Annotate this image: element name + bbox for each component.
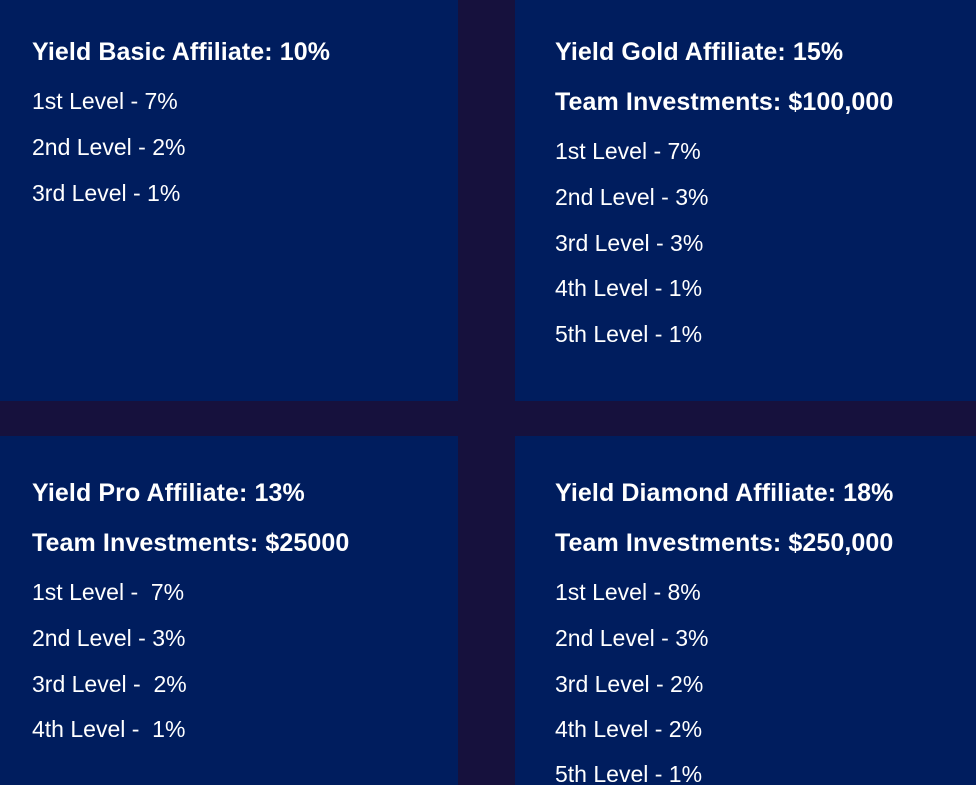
basic-affiliate-card: Yield Basic Affiliate: 10% 1st Level - 7…	[0, 0, 458, 401]
pro-level-1: 1st Level - 7%	[32, 579, 185, 605]
pro-level-3: 3rd Level - 2%	[32, 671, 187, 697]
gold-level-2: 2nd Level - 3%	[555, 184, 709, 210]
diamond-level-4: 4th Level - 2%	[555, 716, 703, 742]
gold-affiliate-title: Yield Gold Affiliate: 15%	[555, 38, 844, 66]
gold-affiliate-card: Yield Gold Affiliate: 15% Team Investmen…	[515, 0, 976, 401]
gold-level-1: 1st Level - 7%	[555, 138, 701, 164]
pro-level-2: 2nd Level - 3%	[32, 625, 186, 651]
diamond-level-3: 3rd Level - 2%	[555, 671, 704, 697]
diamond-level-2: 2nd Level - 3%	[555, 625, 709, 651]
basic-level-3: 3rd Level - 1%	[32, 180, 181, 206]
diamond-team-investments: Team Investments: $250,000	[555, 529, 894, 557]
gold-level-4: 4th Level - 1%	[555, 275, 703, 301]
pro-team-investments: Team Investments: $25000	[32, 529, 350, 557]
pro-affiliate-card: Yield Pro Affiliate: 13% Team Investment…	[0, 436, 458, 785]
diamond-level-1: 1st Level - 8%	[555, 579, 701, 605]
basic-level-2: 2nd Level - 2%	[32, 134, 186, 160]
diamond-affiliate-title: Yield Diamond Affiliate: 18%	[555, 479, 894, 507]
gold-level-3: 3rd Level - 3%	[555, 230, 704, 256]
diamond-level-5: 5th Level - 1%	[555, 761, 703, 785]
gold-level-5: 5th Level - 1%	[555, 321, 703, 347]
pro-level-4: 4th Level - 1%	[32, 716, 186, 742]
pro-affiliate-title: Yield Pro Affiliate: 13%	[32, 479, 305, 507]
basic-level-1: 1st Level - 7%	[32, 88, 178, 114]
gold-team-investments: Team Investments: $100,000	[555, 88, 894, 116]
diamond-affiliate-card: Yield Diamond Affiliate: 18% Team Invest…	[515, 436, 976, 785]
basic-affiliate-title: Yield Basic Affiliate: 10%	[32, 38, 331, 66]
